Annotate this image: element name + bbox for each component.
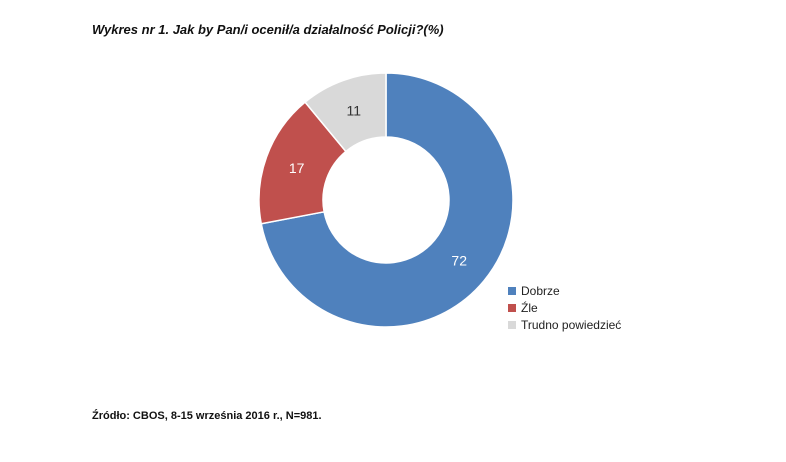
source-note: Źródło: CBOS, 8-15 września 2016 r., N=9… xyxy=(92,410,322,422)
data-label-trudno-powiedziec: 11 xyxy=(347,103,362,119)
donut-slices xyxy=(258,72,514,328)
donut-slice-trudno-powiedziec xyxy=(303,72,387,153)
legend-item-trudno-powiedziec: Trudno powiedzieć xyxy=(508,316,621,333)
donut-slice-labels: 72 17 11 xyxy=(289,103,467,269)
legend-swatch-dobrze xyxy=(508,286,516,295)
data-label-zle: 17 xyxy=(289,160,305,176)
legend-label-trudno-powiedziec: Trudno powiedzieć xyxy=(521,317,622,332)
legend-swatch-trudno-powiedziec xyxy=(508,320,516,329)
data-label-dobrze: 72 xyxy=(451,253,467,269)
legend-item-zle: Źle xyxy=(508,299,621,316)
chart-legend: Dobrze Źle Trudno powiedzieć xyxy=(508,282,621,333)
legend-label-zle: Źle xyxy=(521,300,538,315)
legend-label-dobrze: Dobrze xyxy=(521,283,560,298)
donut-slice-dobrze xyxy=(260,72,514,328)
legend-item-dobrze: Dobrze xyxy=(508,282,621,299)
chart-title: Wykres nr 1. Jak by Pan/i ocenił/a dział… xyxy=(92,22,444,37)
legend-swatch-zle xyxy=(508,303,516,312)
